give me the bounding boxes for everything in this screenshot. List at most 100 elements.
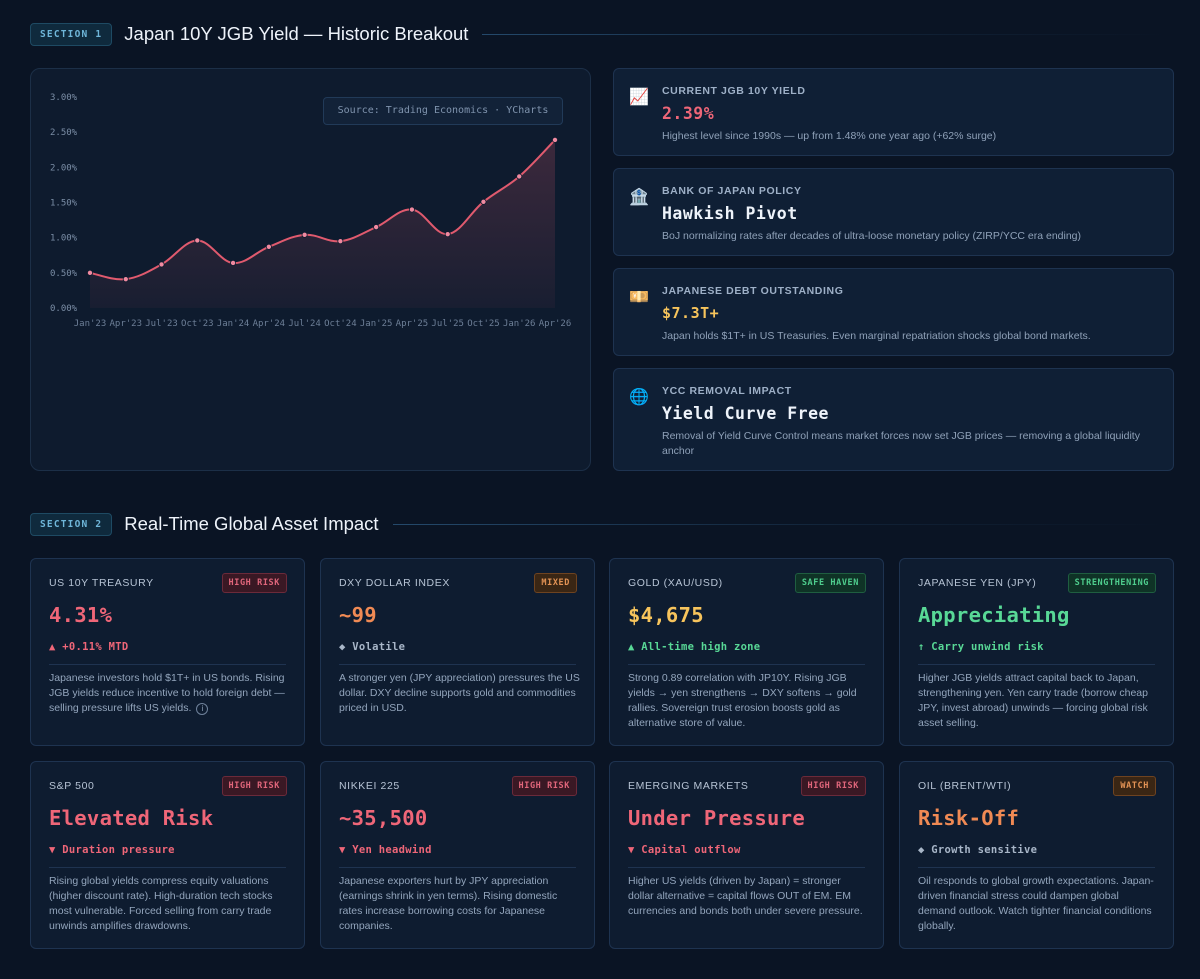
chart-source-label: Source: Trading Economics · YCharts	[323, 97, 563, 125]
asset-card-sp500: S&P 500 HIGH RISK Elevated Risk ▼ Durati…	[30, 761, 305, 949]
info-card-boj-policy: 🏦 BANK OF JAPAN POLICY Hawkish Pivot BoJ…	[613, 168, 1174, 256]
y-tick-label: 3.00%	[50, 93, 78, 103]
risk-badge: HIGH RISK	[511, 776, 577, 796]
info-card-value: $7.3T+	[662, 304, 720, 322]
risk-badge: HIGH RISK	[800, 776, 866, 796]
divider	[339, 867, 576, 868]
asset-card-oil: OIL (BRENT/WTI) WATCH Risk-Off ◆ Growth …	[899, 761, 1174, 949]
globe-icon: 🌐	[629, 389, 649, 406]
risk-badge: SAFE HAVEN	[794, 573, 866, 593]
data-point	[444, 231, 451, 238]
asset-value: ~35,500	[339, 806, 428, 830]
info-card-value: 2.39%	[662, 104, 715, 123]
asset-change: ▲ +0.11% MTD	[49, 641, 129, 653]
jgb-yield-chart: 3.00% 2.50% 2.00% 1.50% 1.00% 0.50% 0.00% Jan'2…	[50, 93, 572, 329]
info-card-value: Yield Curve Free	[662, 404, 829, 423]
asset-change: ▼ Capital outflow	[628, 844, 741, 856]
asset-value: Risk-Off	[918, 806, 1020, 830]
asset-desc: Higher US yields (driven by Japan) = str…	[628, 875, 863, 917]
risk-badge: MIXED	[534, 573, 577, 593]
asset-change: ▼ Yen headwind	[339, 844, 432, 856]
asset-value: 4.31%	[49, 603, 113, 627]
info-card-label: BANK OF JAPAN POLICY	[662, 185, 802, 197]
asset-name: US 10Y TREASURY	[49, 577, 154, 589]
asset-name: JAPANESE YEN (JPY)	[918, 577, 1037, 589]
asset-value: Appreciating	[918, 603, 1070, 627]
section-1-badge: SECTION 1	[30, 22, 113, 46]
data-point	[194, 237, 201, 244]
x-tick-label: Apr'25	[396, 319, 429, 329]
asset-card-em: EMERGING MARKETS HIGH RISK Under Pressur…	[609, 761, 884, 949]
y-tick-label: 2.00%	[50, 163, 78, 173]
asset-card-jpy: JAPANESE YEN (JPY) STRENGTHENING Appreci…	[899, 558, 1174, 746]
divider	[49, 664, 286, 665]
info-card-value: Hawkish Pivot	[662, 204, 798, 223]
info-card-desc: Japan holds $1T+ in US Treasuries. Even …	[662, 330, 1091, 342]
asset-card-gold: GOLD (XAU/USD) SAFE HAVEN $4,675 ▲ All-t…	[609, 558, 884, 746]
risk-badge: HIGH RISK	[221, 776, 287, 796]
data-point	[87, 269, 94, 276]
x-tick-label: Jul'24	[288, 319, 321, 329]
info-card-desc: Highest level since 1990s — up from 1.48…	[662, 130, 997, 142]
data-point	[480, 198, 487, 205]
section-1-divider	[482, 33, 1170, 35]
asset-change: ▼ Duration pressure	[49, 844, 175, 856]
info-card-label: YCC REMOVAL IMPACT	[662, 385, 792, 397]
divider	[918, 664, 1155, 665]
asset-desc: Japanese investors hold $1T+ in US bonds…	[49, 672, 285, 715]
asset-name: GOLD (XAU/USD)	[628, 577, 723, 589]
asset-card-dxy: DXY DOLLAR INDEX MIXED ~99 ◆ Volatile A …	[320, 558, 595, 746]
data-point	[373, 224, 380, 231]
risk-badge: WATCH	[1113, 776, 1156, 796]
y-tick-label: 2.50%	[50, 128, 78, 138]
section-1-header: SECTION 1 Japan 10Y JGB Yield — Historic…	[30, 22, 1170, 46]
data-point	[337, 238, 344, 245]
data-point	[552, 136, 559, 143]
asset-change: ↑ Carry unwind risk	[918, 641, 1044, 653]
section-1-title: Japan 10Y JGB Yield — Historic Breakout	[124, 23, 469, 44]
asset-desc: Rising global yields compress equity val…	[49, 875, 273, 932]
info-card-label: JAPANESE DEBT OUTSTANDING	[662, 285, 844, 297]
data-point	[122, 276, 129, 283]
info-card-ycc: 🌐 YCC REMOVAL IMPACT Yield Curve Free Re…	[613, 368, 1174, 471]
asset-value: ~99	[339, 603, 377, 627]
info-card-debt: 💴 JAPANESE DEBT OUTSTANDING $7.3T+ Japan…	[613, 268, 1174, 356]
asset-card-us-treasury: US 10Y TREASURY HIGH RISK 4.31% ▲ +0.11%…	[30, 558, 305, 746]
y-tick-label: 1.00%	[50, 234, 78, 244]
data-point	[265, 243, 272, 250]
asset-desc: A stronger yen (JPY appreciation) pressu…	[339, 672, 580, 714]
data-point	[158, 261, 165, 268]
asset-card-nikkei: NIKKEI 225 HIGH RISK ~35,500 ▼ Yen headw…	[320, 761, 595, 949]
asset-value: $4,675	[628, 603, 704, 627]
section-2-title: Real-Time Global Asset Impact	[124, 513, 379, 534]
asset-desc: Higher JGB yields attract capital back t…	[918, 672, 1148, 729]
x-tick-label: Jan'25	[360, 319, 393, 329]
series-area	[90, 139, 555, 308]
info-card-label: CURRENT JGB 10Y YIELD	[662, 85, 806, 97]
x-tick-label: Jan'26	[503, 319, 536, 329]
info-card-desc: BoJ normalizing rates after decades of u…	[662, 230, 1082, 242]
divider	[628, 664, 865, 665]
asset-name: OIL (BRENT/WTI)	[918, 780, 1012, 792]
jgb-yield-chart-panel: 3.00% 2.50% 2.00% 1.50% 1.00% 0.50% 0.00% Jan'2…	[30, 68, 591, 471]
divider	[918, 867, 1155, 868]
asset-value: Under Pressure	[628, 806, 805, 830]
x-tick-label: Jul'23	[145, 319, 178, 329]
series-line	[89, 139, 556, 281]
y-tick-label: 0.50%	[50, 269, 78, 279]
info-card-desc: Removal of Yield Curve Control means mar…	[662, 430, 1140, 457]
asset-name: DXY DOLLAR INDEX	[339, 577, 450, 589]
asset-name: NIKKEI 225	[339, 780, 400, 792]
data-point	[301, 231, 308, 238]
chart-up-icon: 📈	[629, 89, 649, 106]
bank-icon: 🏦	[629, 189, 649, 206]
y-tick-label: 0.00%	[50, 304, 78, 314]
x-tick-label: Jan'24	[217, 319, 250, 329]
info-icon[interactable]: i	[196, 703, 209, 715]
divider	[49, 867, 286, 868]
asset-change: ◆ Growth sensitive	[918, 844, 1038, 856]
divider	[628, 867, 865, 868]
x-tick-label: Jan'23	[74, 319, 107, 329]
x-tick-label: Apr'26	[539, 319, 572, 329]
asset-desc: Strong 0.89 correlation with JP10Y. Risi…	[628, 672, 857, 729]
